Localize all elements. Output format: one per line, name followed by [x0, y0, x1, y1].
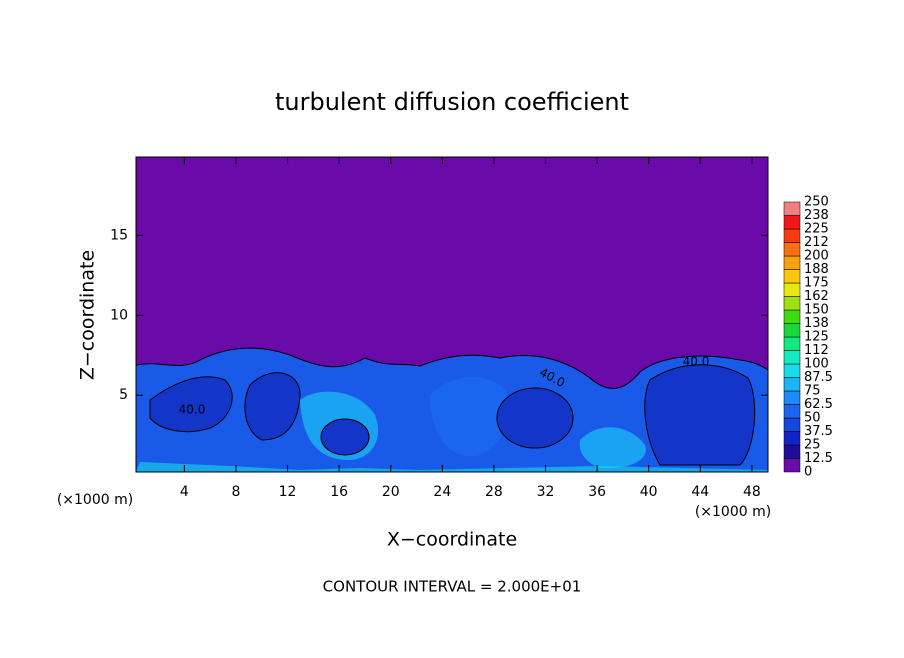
x-unit: (×1000 m) [695, 504, 771, 520]
colorbar-bin [783, 336, 801, 351]
colorbar-label: 87.5 [804, 370, 833, 385]
y-tick-label: 10 [110, 307, 128, 323]
colorbar-bin [783, 215, 801, 230]
x-tick-label: 44 [691, 484, 709, 500]
x-tick-label: 12 [279, 484, 297, 500]
colorbar-label: 212 [804, 235, 829, 250]
chart-title: turbulent diffusion coefficient [275, 88, 629, 116]
colorbar-label: 112 [804, 343, 829, 358]
colorbar-label: 100 [804, 357, 829, 372]
colorbar-label: 0 [804, 465, 812, 480]
colorbar-bin [783, 444, 801, 459]
annotation: CONTOUR INTERVAL = 2.000E+01 [323, 578, 582, 596]
colorbar-label: 12.5 [804, 451, 833, 466]
x-tick-label: 48 [743, 484, 761, 500]
x-tick-label: 28 [485, 484, 503, 500]
colorbar-bin [783, 309, 801, 324]
x-tick-label: 40 [640, 484, 658, 500]
colorbar-label: 225 [804, 222, 829, 237]
x-tick-label: 32 [537, 484, 555, 500]
colorbar-bin [783, 458, 801, 473]
colorbar-bin [783, 269, 801, 284]
y-tick-label: 15 [110, 227, 128, 243]
x-axis-label: X−coordinate [387, 529, 517, 551]
x-tick-label: 8 [231, 484, 240, 500]
x-tick-label: 24 [433, 484, 451, 500]
colorbar-bin [783, 228, 801, 243]
colorbar-bin [783, 296, 801, 311]
contour-label: 40.0 [179, 403, 206, 417]
x-tick-label: 4 [180, 484, 189, 500]
colorbar-bin [783, 363, 801, 378]
colorbar-bin [783, 242, 801, 257]
colorbar-bin [783, 255, 801, 270]
x-tick-label: 16 [330, 484, 348, 500]
x-tick-label: 20 [382, 484, 400, 500]
colorbar-label: 175 [804, 276, 829, 291]
x-tick-label: 36 [588, 484, 606, 500]
colorbar-label: 75 [804, 384, 821, 399]
contour-label: 40.0 [683, 355, 710, 369]
field [135, 157, 769, 473]
colorbar-label: 50 [804, 411, 821, 426]
y-tick-label: 5 [119, 387, 128, 403]
colorbar-label: 238 [804, 208, 829, 223]
colorbar-bin [783, 350, 801, 365]
colorbar-label: 37.5 [804, 424, 833, 439]
colorbar-label: 150 [804, 303, 829, 318]
colorbar-label: 200 [804, 249, 829, 264]
colorbar-label: 62.5 [804, 397, 833, 412]
x-unit: (×1000 m) [57, 492, 133, 508]
colorbar-bin [783, 431, 801, 446]
colorbar-bin [783, 323, 801, 338]
colorbar-bin [783, 377, 801, 392]
colorbar-bin [783, 282, 801, 297]
colorbar-bin [783, 390, 801, 405]
colorbar-bin [783, 417, 801, 432]
y-axis-label: Z−coordinate [77, 250, 99, 380]
colorbar-bin [783, 201, 801, 216]
colorbar-label: 138 [804, 316, 829, 331]
colorbar-label: 188 [804, 262, 829, 277]
plot-frame [135, 156, 769, 473]
colorbar-label: 250 [804, 195, 829, 210]
colorbar-label: 162 [804, 289, 829, 304]
colorbar-bin [783, 404, 801, 419]
colorbar-label: 125 [804, 330, 829, 345]
colorbar-label: 25 [804, 438, 821, 453]
